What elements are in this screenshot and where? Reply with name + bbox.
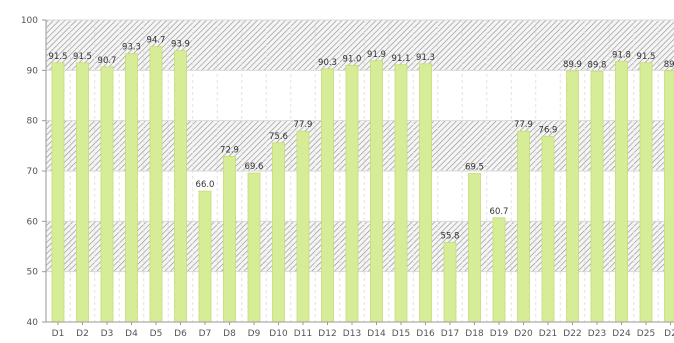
y-tick-label-100: 100 <box>21 16 38 26</box>
data-label-D7: 66.0 <box>196 180 215 190</box>
y-axis-ticks: 40 50 60 70 80 90 100 <box>21 16 46 328</box>
hatched-band-1 <box>46 221 674 272</box>
x-tick-label-D10: D10 <box>269 329 288 339</box>
data-label-D20: 77.9 <box>514 120 533 130</box>
x-tick-label-D22: D22 <box>563 329 581 339</box>
data-label-D12: 90.3 <box>318 58 337 68</box>
data-label-D1: 91.5 <box>49 52 68 62</box>
bar-D9 <box>247 172 261 323</box>
bar-D1 <box>51 62 65 323</box>
bar-D17 <box>443 242 457 323</box>
x-tick-label-D16: D16 <box>416 329 435 339</box>
data-labels: 91.5 91.5 90.7 93.3 94.7 93.9 66.0 72.9 69.6 75.6… <box>49 36 674 242</box>
y-tick-label-70: 70 <box>27 167 39 177</box>
bar-D21 <box>541 135 555 323</box>
bars <box>51 46 674 323</box>
data-label-D5: 94.7 <box>147 36 166 46</box>
y-tick-label-60: 60 <box>27 217 39 227</box>
data-label-D22: 89.9 <box>563 60 582 70</box>
x-tick-label-D23: D23 <box>588 329 606 339</box>
bar-D3 <box>100 66 114 323</box>
x-tick-label-D3: D3 <box>101 329 114 339</box>
x-tick-label-D9: D9 <box>248 329 261 339</box>
hatched-band-2 <box>46 120 674 171</box>
bar-D7 <box>198 190 212 323</box>
data-label-D18: 69.5 <box>465 163 484 173</box>
data-label-D16: 91.3 <box>416 53 435 63</box>
data-label-D10: 75.6 <box>269 132 288 142</box>
x-tick-label-D1: D1 <box>52 329 65 339</box>
x-tick-label-D12: D12 <box>318 329 336 339</box>
x-tick-label-D13: D13 <box>343 329 361 339</box>
bar-D25 <box>639 62 653 323</box>
bar-D15 <box>394 64 408 323</box>
data-label-D26: 89. <box>664 60 674 70</box>
y-tick-label-90: 90 <box>27 66 39 76</box>
data-label-D9: 69.6 <box>245 162 264 172</box>
bar-D11 <box>296 130 310 323</box>
y-tick-label-40: 40 <box>27 318 39 328</box>
data-label-D23: 89.8 <box>588 60 607 70</box>
bar-D2 <box>76 62 89 323</box>
data-label-D2: 91.5 <box>73 52 92 62</box>
x-tick-label-D18: D18 <box>465 329 484 339</box>
data-label-D13: 91.0 <box>343 54 362 64</box>
bar-D16 <box>419 63 432 323</box>
bar-D8 <box>223 156 236 323</box>
bar-D26 <box>664 70 674 323</box>
data-label-D3: 90.7 <box>98 56 117 66</box>
x-tick-label-D19: D19 <box>490 329 509 339</box>
x-tick-label-D17: D17 <box>441 329 459 339</box>
data-label-D21: 76.9 <box>539 125 558 135</box>
bar-D5 <box>149 46 163 323</box>
data-label-D24: 91.8 <box>612 50 631 60</box>
x-tick-label-D24: D24 <box>612 329 631 339</box>
bar-D4 <box>125 53 138 323</box>
x-tick-label-D26: D2 <box>664 329 674 339</box>
bar-D20 <box>517 130 530 323</box>
bar-D6 <box>174 50 187 323</box>
x-tick-label-D4: D4 <box>125 329 138 339</box>
data-label-D19: 60.7 <box>490 207 509 217</box>
data-label-D8: 72.9 <box>220 145 239 155</box>
bar-D12 <box>321 68 334 323</box>
bar-D13 <box>345 64 359 323</box>
x-tick-label-D7: D7 <box>199 329 212 339</box>
bar-D24 <box>615 60 628 323</box>
data-label-D17: 55.8 <box>441 231 460 241</box>
data-label-D14: 91.9 <box>367 50 386 60</box>
bar-D14 <box>370 60 383 323</box>
x-tick-label-D8: D8 <box>223 329 236 339</box>
data-label-D25: 91.5 <box>637 52 656 62</box>
x-tick-label-D20: D20 <box>514 329 533 339</box>
y-tick-label-50: 50 <box>27 268 39 278</box>
data-label-D4: 93.3 <box>122 43 141 53</box>
bar-D22 <box>566 70 579 323</box>
bar-D23 <box>590 70 604 323</box>
data-label-D6: 93.9 <box>171 40 190 50</box>
x-tick-label-D14: D14 <box>367 329 386 339</box>
x-tick-label-D2: D2 <box>76 329 89 339</box>
x-tick-label-D11: D11 <box>294 329 312 339</box>
x-axis-ticks: D1 D2 D3 D4 D5 D6 D7 D8 D9 D10 D11 D12 D13 D14 D15 D16 D… <box>52 322 674 339</box>
bar-D18 <box>468 173 481 323</box>
x-tick-label-D21: D21 <box>539 329 557 339</box>
data-label-D11: 77.9 <box>294 120 313 130</box>
bar-D19 <box>492 217 506 323</box>
x-tick-label-D15: D15 <box>392 329 410 339</box>
x-tick-label-D25: D25 <box>637 329 655 339</box>
bar-D10 <box>272 142 285 323</box>
data-label-D15: 91.1 <box>392 54 411 64</box>
x-tick-label-D6: D6 <box>174 329 187 339</box>
x-tick-label-D5: D5 <box>150 329 163 339</box>
y-tick-label-80: 80 <box>27 117 39 127</box>
